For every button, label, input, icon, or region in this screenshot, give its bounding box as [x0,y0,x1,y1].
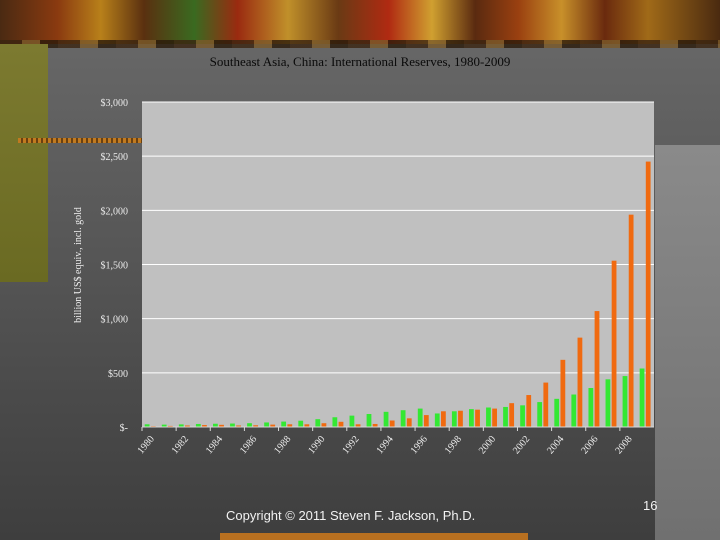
x-tick-label: 1994 [374,434,395,456]
bar-southeast-asia [298,420,304,427]
bar-china [270,424,276,427]
bar-china [628,214,634,427]
bar-southeast-asia [247,423,252,427]
bar-china [253,425,259,427]
bar-southeast-asia [332,417,338,427]
bar-china [645,161,651,428]
bar-china [355,424,361,427]
y-tick-label: $3,000 [101,98,129,109]
bar-china [526,395,532,427]
y-axis-ticks: $- $500 $1,000 $1,500 $2,000 $2,500 $3,000 [101,98,129,434]
x-tick-label: 2006 [579,434,600,456]
decorative-left-block [0,44,48,282]
bar-southeast-asia [434,413,440,427]
bar-southeast-asia [554,398,560,427]
chart-title: Southeast Asia, China: International Res… [210,54,511,69]
bar-southeast-asia [349,415,355,427]
bar-southeast-asia [451,411,457,427]
bar-southeast-asia [605,379,611,427]
x-tick-label: 1982 [170,434,191,456]
decorative-bottom-line [220,533,528,540]
x-axis-ticks: 1980 1982 1984 1986 1988 1990 1992 1994 1996 1998… [136,427,635,456]
bar-china [321,423,327,427]
bar-southeast-asia [486,407,491,427]
bar-china [560,359,566,427]
bar-southeast-asia [212,423,218,427]
bar-china [594,311,600,427]
bar-china [236,425,241,427]
y-tick-label: $1,500 [101,261,129,272]
bar-china [167,425,173,427]
bar-china [185,425,190,427]
bar-china [338,421,344,427]
decorative-banner [0,0,720,44]
y-tick-label: $- [120,423,128,434]
bar-southeast-asia [315,419,321,427]
y-tick-label: $500 [108,369,128,380]
bar-southeast-asia [178,424,184,427]
bar-china [509,403,515,427]
bar-southeast-asia [588,388,594,427]
x-tick-label: 2002 [511,434,532,456]
bars [144,161,651,428]
bar-southeast-asia [400,410,406,427]
bar-southeast-asia [639,368,645,427]
bar-china [458,410,463,427]
bar-southeast-asia [503,406,508,427]
x-tick-label: 1998 [443,434,464,456]
bar-southeast-asia [161,424,167,427]
x-tick-label: 1980 [136,434,157,456]
bar-china [304,424,310,427]
banner-border [0,40,720,48]
bar-china [492,408,497,427]
bar-china [219,424,224,427]
x-tick-label: 1992 [340,434,361,456]
copyright-footer: Copyright © 2011 Steven F. Jackson, Ph.D… [226,508,476,523]
x-tick-label: 1986 [238,434,259,456]
bar-china [423,415,429,427]
bar-southeast-asia [144,424,150,427]
page-number: 16 [643,498,658,513]
bar-china [543,382,549,427]
bar-china [611,260,617,427]
bar-china [202,425,207,427]
bar-china [475,409,480,427]
bar-southeast-asia [366,414,372,427]
x-tick-label: 2004 [545,434,566,456]
decorative-right-block [655,145,720,540]
bar-southeast-asia [571,394,577,427]
decorative-accent-line [18,138,148,143]
bar-southeast-asia [622,376,628,427]
bar-southeast-asia [230,423,235,427]
bar-southeast-asia [417,408,423,427]
bar-southeast-asia [537,402,543,427]
x-tick-label: 2000 [477,434,498,456]
x-tick-label: 2008 [613,434,634,456]
y-tick-label: $2,500 [101,152,129,163]
gridlines [142,101,654,374]
bar-southeast-asia [195,423,201,427]
y-axis-label: billion US$ equiv., incl. gold [73,207,84,323]
bar-china [441,411,446,427]
bar-southeast-asia [520,405,525,427]
bar-china [406,418,412,427]
x-tick-label: 1990 [306,434,327,456]
y-tick-label: $1,000 [101,315,129,326]
bar-china [577,337,583,427]
bar-southeast-asia [281,421,287,427]
bar-southeast-asia [468,409,474,427]
bar-china [389,420,395,427]
x-tick-label: 1996 [409,434,430,456]
bar-southeast-asia [383,411,389,427]
bar-southeast-asia [264,422,269,427]
y-tick-label: $2,000 [101,206,129,217]
bar-china [372,423,378,427]
bar-china [287,424,293,427]
x-tick-label: 1984 [204,434,225,456]
x-tick-label: 1988 [272,434,293,456]
